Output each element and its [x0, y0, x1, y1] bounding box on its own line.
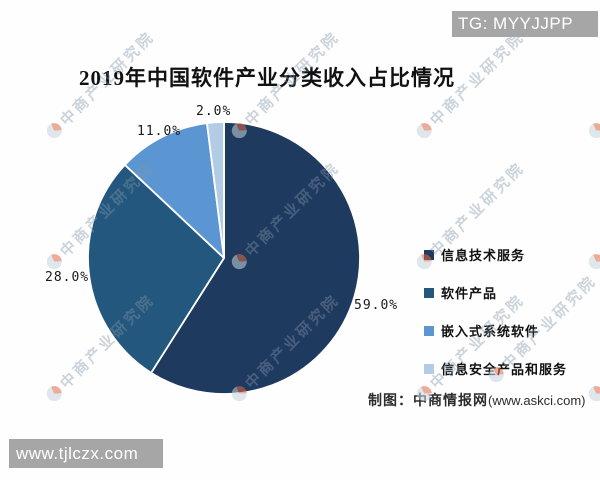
legend-item-1: 软件产品 [424, 283, 567, 302]
legend: 信息技术服务 软件产品嵌入式系统软件信息安全产品和服务 [424, 245, 567, 378]
watermark-logo-icon [413, 119, 435, 141]
legend-item-0: 信息技术服务 [424, 245, 567, 264]
legend-item-2: 嵌入式系统软件 [424, 321, 567, 340]
pie-slice-2 [123, 122, 225, 259]
pie-label-2: 11.0% [137, 124, 182, 139]
watermark-text: 中商产业研究院 [597, 26, 600, 130]
watermark-text: 中商产业研究院 [597, 157, 600, 261]
legend-swatch-icon [424, 249, 434, 260]
credit-line: 制图：中商情报网(www.askci.com) [368, 390, 586, 410]
watermark-logo-icon [43, 119, 65, 141]
pie-chart-svg [87, 121, 361, 395]
site-badge: www.tjlczx.com [9, 439, 163, 468]
watermark: 中商产业研究院 [584, 290, 600, 405]
pie-slice-0 [150, 121, 361, 395]
pie-label-0: 59.0% [354, 298, 399, 313]
pie-slice-3 [206, 121, 225, 259]
legend-label: 信息安全产品和服务 [441, 362, 568, 377]
watermark-logo-icon [585, 250, 600, 272]
watermark-text: 中商产业研究院 [597, 289, 600, 393]
telegram-badge: TG: MYYJJPP [452, 11, 598, 37]
pie-slice-1 [87, 164, 225, 374]
pie-label-1: 28.0% [45, 270, 90, 285]
credit-prefix: 制图：中商情报网 [368, 392, 488, 408]
legend-label: 信息技术服务 [441, 248, 526, 263]
watermark-logo-icon [585, 382, 600, 404]
legend-swatch-icon [424, 363, 434, 374]
legend-swatch-icon [424, 325, 434, 336]
pie-chart [74, 108, 374, 408]
chart-title: 2019年中国软件产业分类收入占比情况 [79, 66, 455, 90]
watermark-logo-icon [43, 250, 65, 272]
legend-item-3: 信息安全产品和服务 [424, 359, 567, 378]
legend-label: 软件产品 [441, 286, 498, 301]
legend-label: 嵌入式系统软件 [441, 324, 540, 339]
pie-label-3: 2.0% [196, 104, 232, 119]
credit-site-url: (www.askci.com) [488, 393, 586, 408]
legend-swatch-icon [424, 287, 434, 298]
watermark-logo-icon [43, 382, 65, 404]
watermark: 中商产业研究院 [584, 158, 600, 273]
watermark-logo-icon [585, 119, 600, 141]
watermark: 中商产业研究院 [584, 27, 600, 142]
